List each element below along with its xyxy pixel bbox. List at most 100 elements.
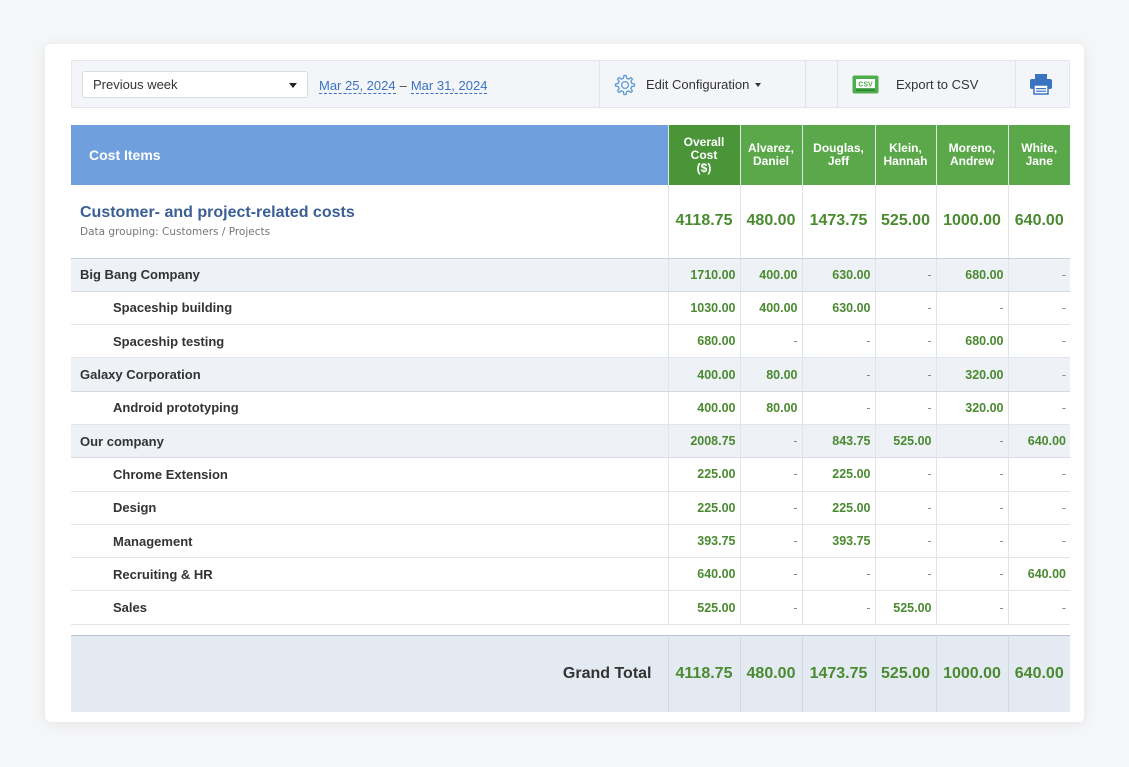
cost-cell: - — [740, 524, 803, 559]
project-name: Spaceship testing — [71, 324, 669, 359]
edit-configuration-label: Edit Configuration — [646, 77, 750, 92]
chevron-down-icon — [755, 82, 762, 87]
project-name: Recruiting & HR — [71, 557, 669, 592]
cost-cell: - — [740, 491, 803, 525]
project-row[interactable]: Chrome Extension 225.00-225.00- - - — [71, 457, 1070, 492]
cost-cell: - — [936, 590, 1009, 625]
header-first-name: Hannah — [883, 154, 928, 168]
project-row[interactable]: Recruiting & HR 640.00- - - -640.00 — [71, 557, 1070, 592]
project-row[interactable]: Management 393.75-393.75- - - — [71, 524, 1070, 559]
cost-cell: - — [1008, 590, 1070, 625]
header-first-name: Jeff — [827, 154, 850, 168]
customer-name: Big Bang Company — [71, 257, 669, 292]
cost-cell: - — [1008, 491, 1070, 525]
grand-total-value: 1473.75 — [802, 635, 876, 712]
cost-cell: 393.75 — [802, 524, 876, 559]
summary-value: 480.00 — [740, 185, 803, 259]
cost-cell: - — [936, 524, 1009, 559]
project-name: Android prototyping — [71, 391, 669, 425]
cost-cell: 225.00 — [668, 491, 741, 525]
header-last-name: Moreno, — [948, 141, 996, 155]
column-header-cost-items[interactable]: Cost Items — [71, 125, 669, 185]
summary-value: 4118.75 — [668, 185, 741, 259]
cost-cell: 80.00 — [740, 357, 803, 392]
customer-row[interactable]: Big Bang Company 1710.00 400.00 630.00-680.… — [71, 257, 1070, 292]
cost-cell: - — [1008, 391, 1070, 425]
cost-cell: - — [802, 391, 876, 425]
grand-total-value: 4118.75 — [668, 635, 741, 712]
date-from-link[interactable]: Mar 25, 2024 — [319, 78, 396, 94]
summary-value: 1473.75 — [802, 185, 876, 259]
project-row[interactable]: Sales 525.00- -525.00- - — [71, 590, 1070, 625]
customer-row[interactable]: Galaxy Corporation 400.00 80.00- -320.00- — [71, 357, 1070, 392]
cost-cell: - — [740, 557, 803, 592]
chevron-down-icon — [289, 83, 297, 88]
export-csv-button[interactable]: CSV Export to CSV — [852, 71, 978, 98]
date-range: Mar 25, 2024– Mar 31, 2024 — [319, 78, 488, 94]
cost-table: Cost Items Overall Cost ($) Alvarez, Dani… — [71, 125, 1070, 625]
project-row[interactable]: Spaceship building 1030.00 400.00 630.00- - - — [71, 291, 1070, 326]
cost-cell: - — [740, 457, 803, 492]
cost-cell: - — [1008, 357, 1070, 392]
summary-value: 525.00 — [875, 185, 937, 259]
overall-header-line: Overall — [683, 134, 725, 149]
period-select[interactable]: Previous week — [82, 71, 308, 98]
cost-cell: - — [875, 524, 937, 559]
cost-cell: - — [875, 357, 937, 392]
cost-cell: - — [875, 457, 937, 492]
header-last-name: White, — [1021, 141, 1058, 155]
toolbar: Previous week Mar 25, 2024– Mar 31, 2024 … — [71, 60, 1070, 108]
overall-header-line: ($) — [696, 160, 712, 175]
toolbar-divider — [837, 61, 838, 107]
cost-cell: 1030.00 — [668, 291, 741, 326]
cost-cell: 680.00 — [936, 257, 1009, 292]
project-name: Spaceship building — [71, 291, 669, 326]
header-last-name: Klein, — [889, 141, 922, 155]
cost-cell: 680.00 — [936, 324, 1009, 359]
export-csv-label: Export to CSV — [896, 77, 979, 92]
cost-cell: 393.75 — [668, 524, 741, 559]
toolbar-divider — [1015, 61, 1016, 107]
project-row[interactable]: Design 225.00-225.00- - - — [71, 491, 1070, 525]
cost-cell: - — [936, 557, 1009, 592]
date-to-link[interactable]: Mar 31, 2024 — [410, 78, 488, 94]
cost-cell: 1710.00 — [668, 257, 741, 292]
project-name: Sales — [71, 590, 669, 625]
header-last-name: Douglas, — [813, 141, 864, 155]
project-row[interactable]: Android prototyping 400.00 80.00- -320.00- — [71, 391, 1070, 425]
cost-cell: 640.00 — [1008, 557, 1070, 592]
grand-total-value: 640.00 — [1014, 665, 1064, 682]
cost-cell: - — [802, 324, 876, 359]
cost-cell: - — [875, 257, 937, 292]
cost-cell: 80.00 — [740, 391, 803, 425]
column-header-white[interactable]: White, Jane — [1008, 125, 1070, 185]
column-header-alvarez[interactable]: Alvarez, Daniel — [740, 125, 803, 185]
summary-title: Customer- and project-related costs — [80, 204, 355, 222]
cost-cell: - — [1008, 324, 1070, 359]
cost-cell: 400.00 — [668, 391, 741, 425]
printer-icon[interactable] — [1029, 73, 1053, 95]
column-header-overall-cost[interactable]: Overall Cost ($) — [668, 125, 741, 185]
toolbar-divider — [805, 61, 806, 107]
cost-cell: 400.00 — [740, 257, 803, 292]
grand-total-table: Grand Total 4118.75 480.00 1473.75 525.0… — [71, 635, 1070, 712]
cost-cell: 630.00 — [802, 291, 876, 326]
cost-cell: 225.00 — [802, 457, 876, 492]
column-header-moreno[interactable]: Moreno, Andrew — [936, 125, 1009, 185]
cost-cell: - — [740, 590, 803, 625]
toolbar-divider — [599, 61, 600, 107]
customer-name: Galaxy Corporation — [71, 357, 669, 392]
cost-cell: 320.00 — [936, 391, 1009, 425]
grand-total-value: 480.00 — [740, 635, 803, 712]
project-row[interactable]: Spaceship testing 680.00- - -680.00- — [71, 324, 1070, 359]
project-name: Design — [71, 491, 669, 525]
edit-configuration-button[interactable]: Edit Configuration — [612, 71, 762, 98]
cost-cell: - — [1008, 257, 1070, 292]
customer-row[interactable]: Our company 2008.75-843.75 525.00-640.00 — [71, 423, 1070, 459]
cost-cell: 525.00 — [875, 423, 937, 459]
summary-cell: Customer- and project-related costs Data… — [71, 185, 669, 259]
column-header-klein[interactable]: Klein, Hannah — [875, 125, 937, 185]
cost-cell: - — [875, 391, 937, 425]
column-header-douglas[interactable]: Douglas, Jeff — [802, 125, 876, 185]
csv-icon: CSV — [852, 75, 879, 94]
